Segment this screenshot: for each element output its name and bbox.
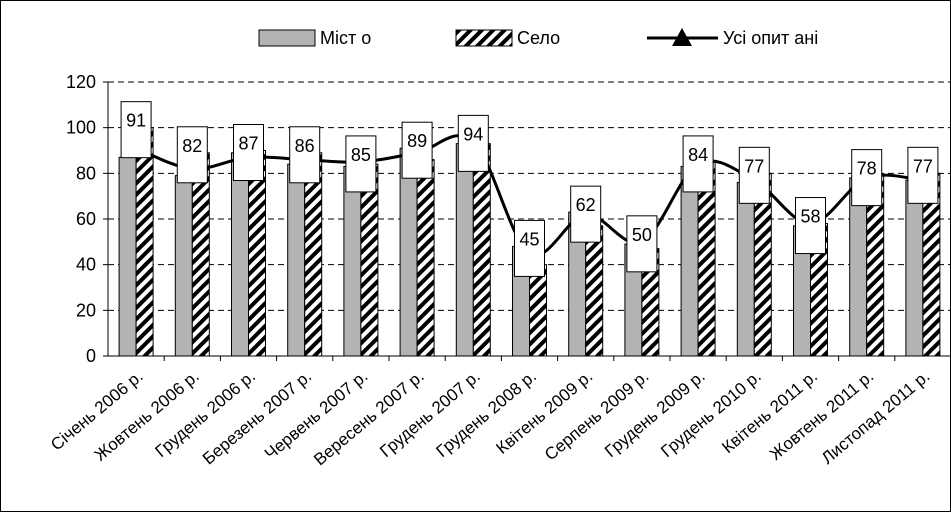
data-label: 85 [351, 145, 371, 165]
legend-label-misto: Міст о [320, 28, 371, 48]
data-label: 84 [688, 145, 708, 165]
bar-selo [416, 159, 435, 357]
bar-selo [248, 150, 266, 357]
data-label-box [401, 121, 433, 179]
data-label: 58 [800, 207, 820, 227]
data-label: 91 [126, 111, 146, 131]
bar-misto [905, 179, 924, 357]
data-label: 78 [857, 159, 877, 179]
legend-triangle-marker [672, 28, 692, 46]
bar-misto [680, 165, 699, 357]
bar-misto [343, 165, 362, 357]
bar-misto [399, 147, 418, 357]
legend-swatch-misto [258, 29, 316, 47]
data-label-box [907, 146, 939, 204]
data-label-box [289, 126, 321, 184]
data-label-layer: 91 82 87 86 85 89 94 45 62 50 84 77 58 78 77 [120, 101, 939, 277]
data-label: 77 [744, 156, 764, 176]
bar-selo [360, 163, 379, 357]
bar-misto [174, 175, 193, 357]
data-label: 89 [407, 131, 427, 151]
data-label: 45 [519, 229, 539, 249]
data-label-box [457, 114, 489, 172]
data-label: 82 [182, 136, 202, 156]
data-label-box [233, 124, 264, 181]
data-label-box [570, 185, 602, 243]
data-label: 77 [913, 156, 933, 176]
bar-misto [118, 156, 137, 357]
data-label-box [514, 219, 545, 277]
data-label-box [120, 101, 152, 159]
bar-selo [472, 143, 491, 357]
data-label: 86 [295, 136, 315, 156]
bar-selo [135, 127, 154, 357]
data-label: 62 [576, 195, 596, 215]
legend-swatch-selo [455, 29, 513, 47]
data-label-box [626, 215, 658, 273]
bar-misto [231, 152, 249, 357]
data-label-box [851, 149, 883, 207]
data-label-box [682, 135, 714, 193]
bar-selo [529, 264, 547, 357]
data-label-box [345, 135, 377, 193]
data-label-box [738, 146, 770, 204]
bar-misto [287, 163, 306, 357]
data-label: 94 [463, 124, 483, 144]
legend-label-usi: Усі опит ані [723, 28, 818, 48]
data-label-box [176, 126, 208, 184]
bar-selo [585, 225, 604, 357]
y-tick-label: 60 [76, 209, 96, 229]
data-label: 87 [238, 134, 258, 154]
y-tick-label: 0 [86, 346, 96, 366]
data-label: 50 [632, 225, 652, 245]
legend: Міст о Село Усі опит ані [258, 28, 818, 48]
bar-misto [455, 143, 474, 357]
y-tick-label: 120 [66, 72, 96, 92]
legend-label-selo: Село [517, 28, 560, 48]
y-tick-label: 100 [66, 118, 96, 138]
bar-misto [736, 181, 755, 357]
y-tick-label: 80 [76, 163, 96, 183]
y-tick-label: 40 [76, 255, 96, 275]
bar-layer [118, 127, 941, 357]
y-tick-label: 20 [76, 300, 96, 320]
data-label-box [795, 197, 826, 255]
